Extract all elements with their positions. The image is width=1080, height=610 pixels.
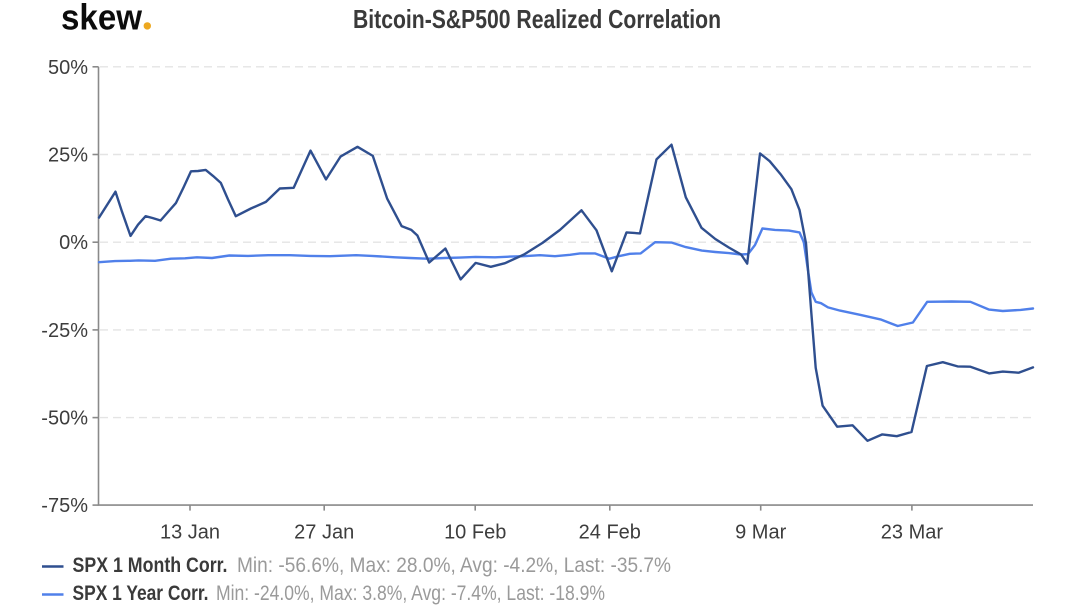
svg-text:-25%: -25% <box>41 320 88 342</box>
svg-text:27 Jan: 27 Jan <box>294 522 354 544</box>
svg-text:-50%: -50% <box>41 408 88 430</box>
svg-text:-75%: -75% <box>41 495 88 517</box>
svg-text:9 Mar: 9 Mar <box>735 522 786 544</box>
svg-text:SPX 1 Year Corr.: SPX 1 Year Corr. <box>73 581 209 605</box>
svg-text:23 Mar: 23 Mar <box>881 522 944 544</box>
svg-text:24 Feb: 24 Feb <box>579 522 641 544</box>
svg-text:Min: -56.6%, Max: 28.0%, Avg:: Min: -56.6%, Max: 28.0%, Avg: -4.2%, Las… <box>237 553 671 577</box>
svg-text:SPX 1 Month Corr.: SPX 1 Month Corr. <box>73 553 228 577</box>
svg-text:Bitcoin-S&P500 Realized Correl: Bitcoin-S&P500 Realized Correlation <box>353 4 721 34</box>
svg-text:50%: 50% <box>48 57 88 79</box>
svg-text:skew: skew <box>61 0 143 37</box>
svg-text:25%: 25% <box>48 145 88 167</box>
svg-text:10 Feb: 10 Feb <box>444 522 506 544</box>
svg-text:13 Jan: 13 Jan <box>160 522 220 544</box>
svg-text:0%: 0% <box>59 232 88 254</box>
svg-text:Min: -24.0%, Max: 3.8%, Avg: -: Min: -24.0%, Max: 3.8%, Avg: -7.4%, Last… <box>216 581 605 605</box>
